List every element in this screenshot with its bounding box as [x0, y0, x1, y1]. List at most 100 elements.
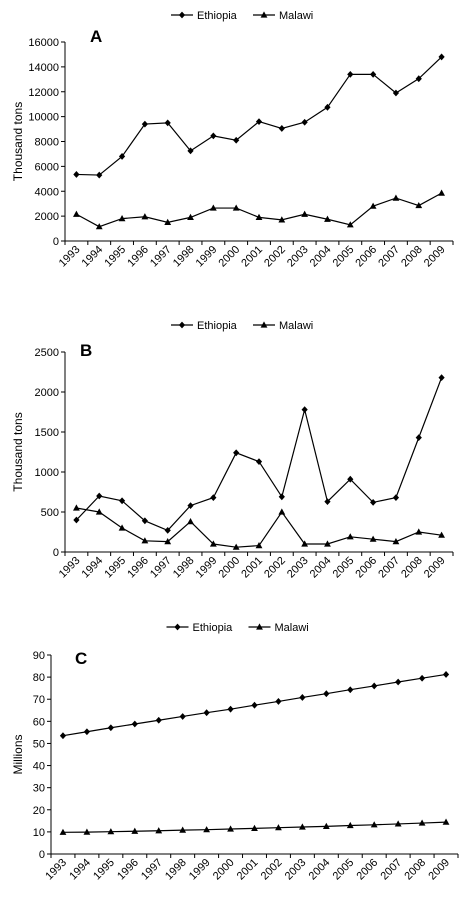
- series-line: [76, 192, 442, 228]
- legend-marker: [178, 321, 186, 329]
- x-tick-label: 1996: [125, 555, 151, 581]
- x-tick-label: 1996: [115, 857, 141, 883]
- y-tick-label: 6000: [35, 161, 59, 173]
- data-point: [210, 132, 217, 140]
- x-tick-label: 2004: [307, 857, 333, 883]
- data-point: [346, 821, 354, 829]
- x-tick-label: 2006: [353, 555, 379, 581]
- x-tick-label: 1995: [102, 244, 128, 270]
- data-point: [324, 498, 331, 505]
- data-point: [164, 218, 172, 225]
- y-tick-label: 4000: [35, 186, 59, 198]
- x-tick-label: 2000: [216, 555, 242, 581]
- x-tick-label: 2007: [376, 555, 402, 581]
- x-tick-label: 1998: [171, 555, 197, 581]
- x-tick-label: 1996: [125, 244, 151, 270]
- data-point: [107, 724, 114, 732]
- series-ethiopia: [73, 374, 445, 534]
- data-point: [227, 705, 234, 713]
- chart-panel-b: 0 500 1000 1500 2000 2500 19931994199519961997…: [11, 320, 454, 581]
- legend-marker: [174, 623, 181, 631]
- x-tick-label: 2002: [259, 857, 285, 883]
- y-tick-label: 12000: [28, 87, 59, 99]
- x-tick-label: 2003: [285, 555, 311, 581]
- data-point: [438, 189, 445, 196]
- legend: Ethiopia Malawi: [171, 10, 313, 22]
- data-point: [155, 827, 163, 834]
- data-point: [418, 819, 426, 826]
- data-point: [392, 194, 400, 201]
- series-malawi: [73, 504, 445, 550]
- data-point: [301, 210, 309, 217]
- x-tick-label: 1998: [171, 244, 197, 270]
- data-point: [370, 821, 378, 828]
- data-point: [322, 822, 330, 829]
- data-point: [141, 517, 148, 525]
- data-point: [118, 524, 126, 531]
- chart-panel-a: 0 2000 4000 6000 8000 10000 12000 14000 16000 199…: [11, 10, 454, 270]
- y-tick-label: 500: [41, 507, 59, 519]
- x-tick-label: 2001: [239, 244, 265, 270]
- data-point: [324, 103, 331, 111]
- data-point: [370, 499, 377, 506]
- data-point: [438, 53, 445, 61]
- data-point: [251, 824, 258, 831]
- x-tick-label: 1993: [57, 555, 83, 581]
- data-point: [415, 75, 422, 83]
- data-point: [210, 494, 217, 501]
- x-tick-label: 1997: [148, 555, 174, 581]
- series-malawi: [59, 818, 450, 835]
- legend-entry-ethiopia: Ethiopia: [171, 320, 238, 332]
- data-point: [164, 538, 172, 545]
- data-point: [227, 825, 234, 832]
- y-tick-label: 14000: [28, 62, 59, 74]
- data-point: [371, 682, 378, 690]
- data-point: [415, 434, 422, 441]
- data-point: [392, 494, 400, 501]
- legend-marker: [260, 11, 268, 18]
- data-point: [95, 508, 103, 515]
- chart-panel-c: 0102030405060708090199319941995199619971…: [11, 622, 459, 883]
- data-point: [438, 374, 445, 381]
- y-tick-label: 60: [33, 716, 45, 728]
- x-tick-label: 2005: [331, 555, 357, 581]
- data-point: [301, 118, 308, 126]
- panel-letter: A: [90, 27, 102, 46]
- legend-entry-malawi: Malawi: [253, 10, 313, 22]
- series-line: [76, 507, 442, 548]
- data-point: [95, 223, 103, 230]
- data-point: [118, 153, 126, 160]
- data-point: [275, 698, 282, 705]
- data-point: [131, 827, 139, 834]
- data-point: [187, 518, 194, 525]
- data-point: [73, 171, 80, 178]
- data-point: [347, 475, 354, 483]
- x-tick-label: 1997: [139, 857, 165, 883]
- data-point: [346, 221, 354, 228]
- data-point: [347, 686, 354, 694]
- data-point: [415, 528, 423, 535]
- x-tick-label: 1995: [91, 857, 117, 883]
- legend-label: Ethiopia: [193, 622, 234, 634]
- data-point: [323, 690, 330, 698]
- y-tick-label: 8000: [35, 137, 59, 149]
- x-tick-label: 1994: [80, 244, 106, 270]
- data-point: [131, 720, 138, 728]
- data-point: [96, 171, 103, 179]
- legend-marker: [256, 623, 263, 630]
- data-point: [394, 820, 402, 827]
- data-point: [299, 694, 306, 701]
- data-point: [347, 70, 354, 78]
- data-point: [278, 216, 286, 223]
- panel-letter: C: [75, 649, 87, 668]
- x-tick-label: 2009: [426, 857, 452, 883]
- y-tick-label: 30: [33, 783, 45, 795]
- x-tick-label: 2004: [308, 555, 334, 581]
- data-point: [233, 449, 240, 457]
- data-point: [59, 732, 67, 740]
- data-point: [118, 215, 126, 222]
- data-point: [324, 215, 331, 222]
- x-tick-label: 1998: [163, 857, 189, 883]
- data-point: [155, 716, 162, 724]
